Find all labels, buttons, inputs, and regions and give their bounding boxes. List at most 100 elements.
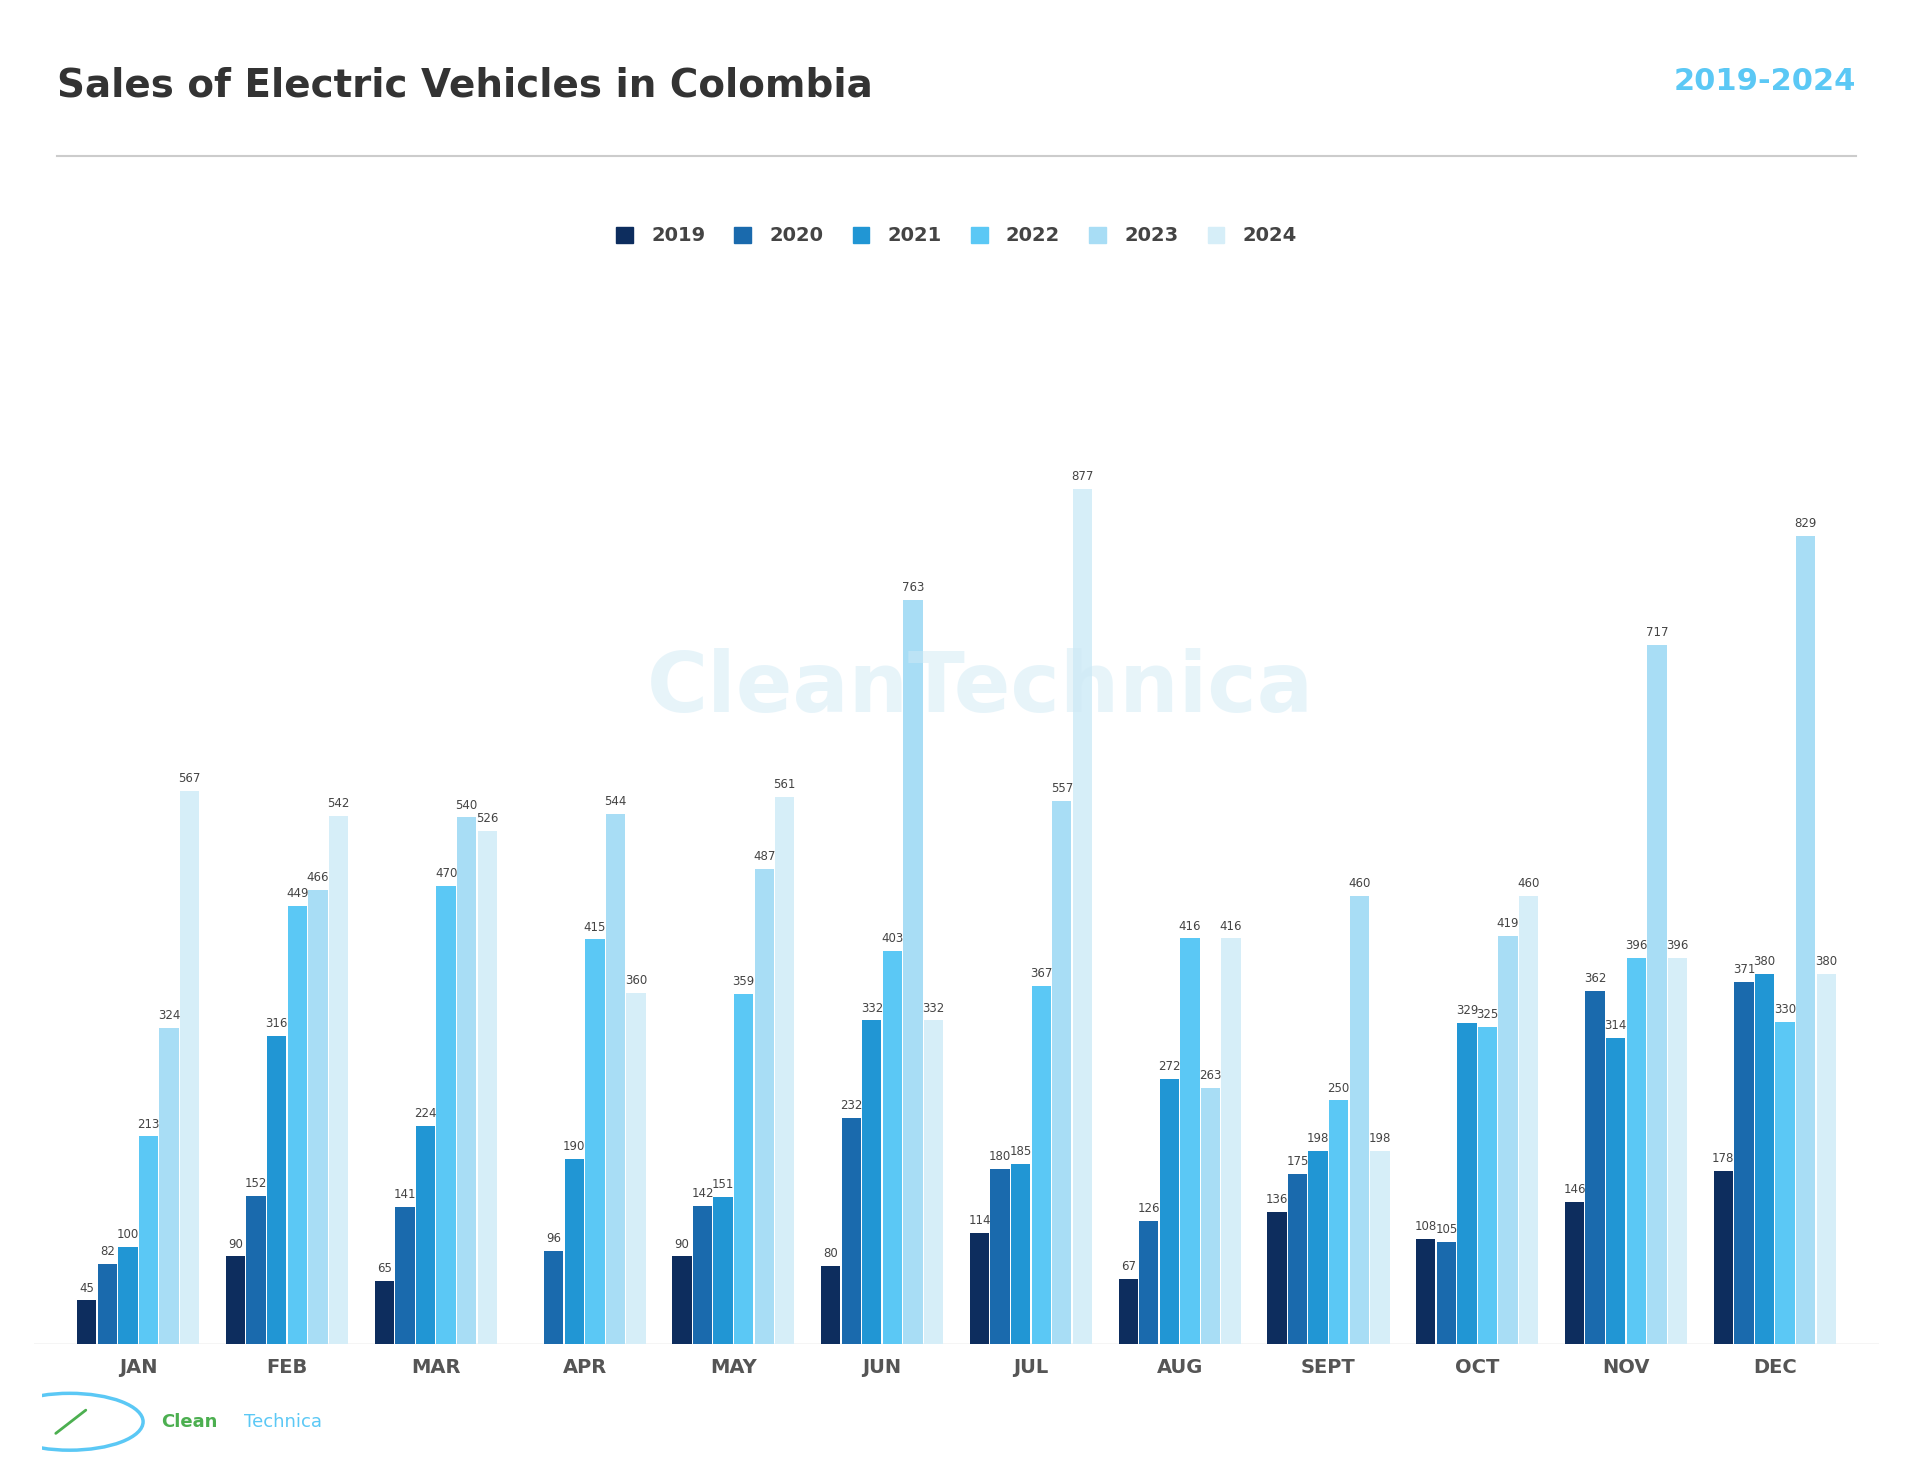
Legend: 2019, 2020, 2021, 2022, 2023, 2024: 2019, 2020, 2021, 2022, 2023, 2024 xyxy=(616,227,1297,246)
Text: 380: 380 xyxy=(1754,955,1775,967)
Bar xyxy=(991,1169,1010,1345)
Text: 213: 213 xyxy=(138,1118,161,1130)
Text: 380: 380 xyxy=(1815,955,1836,967)
Text: 487: 487 xyxy=(754,850,775,863)
Bar xyxy=(1458,1023,1477,1345)
Bar xyxy=(268,1037,287,1345)
Text: 416: 416 xyxy=(1178,920,1201,933)
Text: 82: 82 xyxy=(99,1246,115,1259)
Text: 542: 542 xyxy=(327,797,350,810)
Bar xyxy=(1119,1280,1138,1345)
Bar xyxy=(543,1250,562,1345)
Bar xyxy=(606,813,626,1345)
Text: 829: 829 xyxy=(1794,517,1817,530)
Bar xyxy=(1180,939,1199,1345)
Text: 2019-2024: 2019-2024 xyxy=(1674,67,1856,96)
Text: 466: 466 xyxy=(306,871,329,884)
Bar xyxy=(735,994,754,1345)
Text: 178: 178 xyxy=(1712,1152,1735,1164)
Bar xyxy=(671,1256,693,1345)
Bar xyxy=(140,1136,159,1345)
Text: 114: 114 xyxy=(968,1214,991,1228)
Text: 332: 332 xyxy=(861,1001,884,1014)
Bar xyxy=(1754,973,1773,1345)
Text: 105: 105 xyxy=(1435,1223,1458,1237)
Text: Technica: Technica xyxy=(245,1413,321,1431)
Text: 359: 359 xyxy=(733,974,756,988)
Text: 561: 561 xyxy=(773,778,796,791)
Text: 142: 142 xyxy=(691,1186,714,1200)
Bar xyxy=(1159,1080,1178,1345)
Bar xyxy=(1308,1151,1328,1345)
Text: 152: 152 xyxy=(245,1177,268,1191)
Text: 45: 45 xyxy=(78,1281,94,1294)
Text: 198: 198 xyxy=(1368,1133,1391,1145)
Bar xyxy=(1073,489,1092,1345)
Text: 460: 460 xyxy=(1517,877,1540,890)
Text: 360: 360 xyxy=(626,974,647,988)
Bar xyxy=(1796,536,1815,1345)
FancyArrowPatch shape xyxy=(55,1410,86,1434)
Text: 108: 108 xyxy=(1414,1220,1437,1234)
Bar xyxy=(1201,1087,1220,1345)
Text: 371: 371 xyxy=(1733,964,1754,976)
Bar xyxy=(1479,1028,1498,1345)
Bar xyxy=(693,1206,712,1345)
Bar xyxy=(714,1197,733,1345)
Text: 416: 416 xyxy=(1220,920,1242,933)
Bar xyxy=(924,1020,943,1345)
Text: 324: 324 xyxy=(159,1010,180,1022)
Text: 100: 100 xyxy=(117,1228,140,1241)
Bar xyxy=(77,1300,96,1345)
Text: 126: 126 xyxy=(1138,1203,1159,1216)
Text: 526: 526 xyxy=(476,812,499,825)
Bar xyxy=(1647,644,1666,1345)
Text: 557: 557 xyxy=(1050,782,1073,795)
Text: 136: 136 xyxy=(1266,1192,1287,1206)
Text: 329: 329 xyxy=(1456,1004,1479,1017)
Text: 332: 332 xyxy=(922,1001,945,1014)
Text: 175: 175 xyxy=(1286,1155,1308,1167)
Bar xyxy=(863,1020,882,1345)
Bar xyxy=(1416,1240,1435,1345)
Bar xyxy=(1351,896,1370,1345)
Text: 449: 449 xyxy=(287,887,308,900)
Bar xyxy=(585,939,605,1345)
Text: 314: 314 xyxy=(1605,1019,1626,1032)
Text: 367: 367 xyxy=(1029,967,1052,980)
Text: 90: 90 xyxy=(675,1238,689,1250)
Bar xyxy=(1138,1222,1159,1345)
Text: 250: 250 xyxy=(1328,1081,1351,1094)
Text: 185: 185 xyxy=(1010,1145,1031,1158)
Text: 403: 403 xyxy=(882,932,903,945)
Text: 877: 877 xyxy=(1071,469,1094,483)
Bar xyxy=(1586,991,1605,1345)
Text: 146: 146 xyxy=(1563,1183,1586,1197)
Bar xyxy=(1565,1201,1584,1345)
Bar xyxy=(1330,1100,1349,1345)
Text: CleanTechnica: CleanTechnica xyxy=(647,649,1314,729)
Text: 419: 419 xyxy=(1496,917,1519,930)
Bar xyxy=(415,1126,434,1345)
Text: 90: 90 xyxy=(228,1238,243,1250)
Text: 763: 763 xyxy=(901,581,924,594)
Bar xyxy=(180,791,199,1345)
Bar xyxy=(1607,1038,1626,1345)
Bar xyxy=(821,1266,840,1345)
Bar xyxy=(842,1118,861,1345)
Text: 80: 80 xyxy=(823,1247,838,1260)
Text: 272: 272 xyxy=(1157,1060,1180,1074)
Bar xyxy=(754,869,775,1345)
Bar xyxy=(436,886,455,1345)
Text: 67: 67 xyxy=(1121,1260,1136,1274)
Bar xyxy=(1735,982,1754,1345)
Text: 567: 567 xyxy=(178,772,201,785)
Text: 362: 362 xyxy=(1584,972,1607,985)
Text: 540: 540 xyxy=(455,798,478,812)
Text: 180: 180 xyxy=(989,1149,1012,1163)
Bar xyxy=(1370,1151,1389,1345)
Bar xyxy=(375,1281,394,1345)
Bar xyxy=(1052,801,1071,1345)
Bar xyxy=(1668,958,1687,1345)
Bar xyxy=(1519,896,1538,1345)
